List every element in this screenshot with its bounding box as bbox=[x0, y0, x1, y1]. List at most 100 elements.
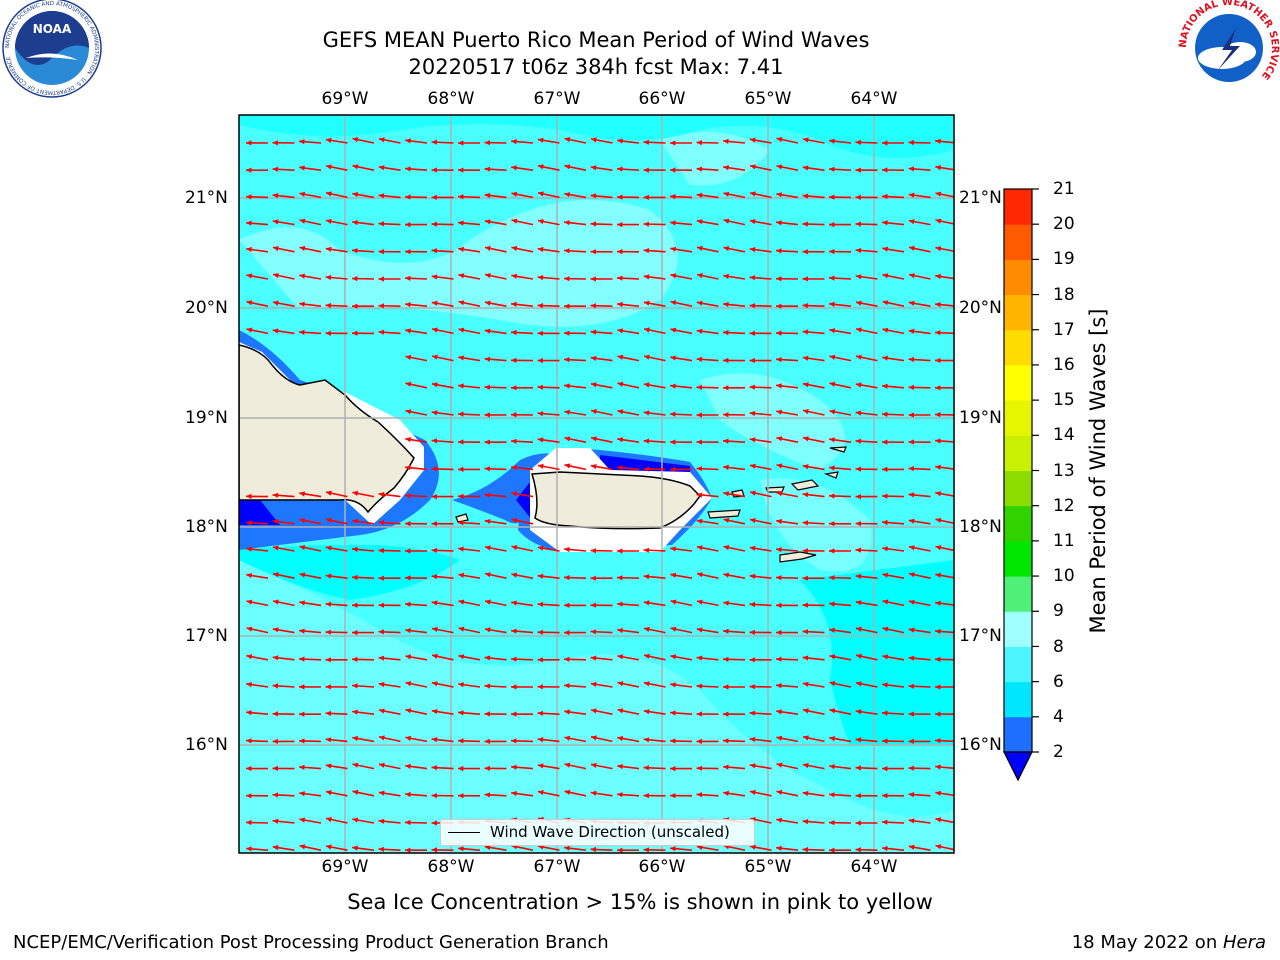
wind-wave-arrowhead bbox=[723, 600, 729, 606]
wind-wave-arrowhead bbox=[855, 354, 862, 360]
wind-wave-arrowhead bbox=[855, 600, 862, 606]
wind-wave-arrowhead bbox=[564, 630, 570, 636]
wind-wave-arrowhead bbox=[564, 463, 571, 469]
wind-wave-arrowhead bbox=[696, 439, 702, 445]
wind-wave-arrowhead bbox=[325, 629, 331, 635]
wind-wave-arrowhead bbox=[617, 601, 623, 607]
wind-wave-arrowhead bbox=[882, 167, 888, 173]
wind-wave-arrowhead bbox=[749, 410, 756, 417]
wind-wave-arrowhead bbox=[644, 653, 650, 659]
wind-wave-arrowhead bbox=[299, 245, 306, 251]
wind-wave-arrowhead bbox=[325, 302, 331, 309]
wind-wave-arrowhead bbox=[564, 436, 571, 442]
wind-wave-arrowhead bbox=[749, 629, 755, 635]
wind-wave-arrowhead bbox=[802, 355, 809, 361]
wind-wave-arrowhead bbox=[909, 273, 915, 279]
wind-wave-arrowhead bbox=[670, 327, 677, 333]
wind-wave-arrowhead bbox=[484, 655, 491, 661]
wind-wave-arrowhead bbox=[590, 249, 596, 255]
wind-wave-arrowhead bbox=[484, 245, 491, 251]
wind-wave-arrowhead bbox=[590, 575, 596, 581]
wind-wave-arrowhead bbox=[643, 139, 649, 145]
wind-wave-arrowhead bbox=[591, 735, 597, 741]
wind-wave-arrowhead bbox=[855, 438, 862, 444]
lat-label-right: 18°N bbox=[959, 517, 1002, 537]
wind-wave-arrowhead bbox=[749, 137, 756, 143]
wind-wave-arrowhead bbox=[935, 385, 941, 391]
wind-wave-arrowhead bbox=[511, 273, 518, 279]
wind-wave-arrowhead bbox=[670, 140, 676, 146]
wind-wave-arrowhead bbox=[776, 817, 783, 823]
wind-wave-arrowhead bbox=[935, 684, 941, 690]
wind-wave-arrowhead bbox=[484, 219, 491, 225]
wind-wave-arrowhead bbox=[670, 599, 677, 605]
ocean-8-9-patch bbox=[760, 478, 872, 572]
wind-wave-arrowhead bbox=[511, 357, 517, 363]
run-date-text: 18 May 2022 on bbox=[1071, 932, 1223, 953]
wind-wave-arrowhead bbox=[723, 628, 729, 634]
wind-wave-arrowhead bbox=[590, 355, 597, 361]
wind-wave-arrowhead bbox=[511, 412, 517, 418]
wind-wave-arrowhead bbox=[749, 303, 755, 309]
wind-wave-arrowhead bbox=[458, 194, 464, 200]
colorbar-tick-label: 4 bbox=[1053, 707, 1064, 727]
wind-wave-arrowhead bbox=[405, 681, 412, 687]
wind-wave-arrowhead bbox=[776, 463, 783, 469]
wind-wave-arrowhead bbox=[458, 355, 464, 361]
lat-label-left: 18°N bbox=[185, 517, 228, 537]
wind-wave-arrowhead bbox=[378, 548, 384, 554]
wind-wave-arrowhead bbox=[696, 140, 702, 146]
wind-wave-arrowhead bbox=[484, 384, 490, 390]
wind-wave-arrowhead bbox=[829, 354, 836, 360]
wind-wave-arrowhead bbox=[749, 247, 756, 253]
wind-wave-arrowhead bbox=[484, 466, 490, 472]
wind-wave-arrowhead bbox=[405, 302, 411, 308]
wind-wave-arrowhead bbox=[352, 789, 359, 795]
wind-wave-arrowhead bbox=[776, 220, 782, 226]
wind-wave-arrowhead bbox=[325, 710, 331, 717]
wind-wave-arrowhead bbox=[908, 765, 914, 771]
wind-wave-arrowhead bbox=[564, 709, 570, 715]
wind-wave-arrowhead bbox=[882, 626, 889, 632]
colorbar-segment bbox=[1004, 611, 1032, 647]
colorbar-segment bbox=[1004, 681, 1032, 718]
wind-wave-arrowhead bbox=[776, 518, 782, 525]
wind-wave-arrowhead bbox=[696, 300, 703, 306]
wind-wave-arrowhead bbox=[908, 655, 915, 661]
wind-wave-arrowhead bbox=[325, 164, 332, 170]
wind-wave-arrowhead bbox=[299, 329, 305, 335]
wind-wave-arrowhead bbox=[537, 275, 544, 281]
wind-wave-arrowhead bbox=[431, 494, 437, 500]
wind-wave-arrowhead bbox=[511, 517, 518, 524]
wind-wave-arrowhead bbox=[829, 194, 835, 200]
wind-wave-arrowhead bbox=[591, 409, 597, 415]
ocean-8-9-patch bbox=[660, 132, 770, 186]
wind-wave-arrowhead bbox=[378, 818, 385, 824]
wind-wave-arrowhead bbox=[696, 844, 703, 850]
wind-wave-arrowhead bbox=[723, 385, 729, 391]
wind-wave-arrowhead bbox=[935, 165, 941, 171]
wind-wave-arrowhead bbox=[272, 792, 279, 798]
wind-wave-arrowhead bbox=[431, 681, 438, 687]
wind-wave-arrowhead bbox=[696, 192, 703, 198]
wind-wave-arrowhead bbox=[458, 654, 465, 660]
wind-wave-arrowhead bbox=[670, 167, 676, 173]
wind-wave-arrowhead bbox=[617, 465, 623, 471]
legend-line-swatch bbox=[448, 832, 480, 833]
wind-wave-arrowhead bbox=[723, 273, 729, 279]
wind-wave-arrowhead bbox=[802, 303, 808, 309]
wind-wave-arrowhead bbox=[908, 300, 915, 306]
wind-wave-arrowhead bbox=[882, 845, 888, 852]
wind-wave-arrowhead bbox=[537, 384, 543, 390]
wind-wave-arrowhead bbox=[882, 766, 888, 772]
wind-wave-arrowhead bbox=[378, 790, 385, 796]
wind-wave-arrowhead bbox=[325, 737, 332, 743]
wind-wave-arrowhead bbox=[749, 710, 756, 716]
wind-wave-arrowhead bbox=[749, 219, 756, 225]
wind-wave-arrowhead bbox=[431, 626, 438, 632]
wind-wave-arrowhead bbox=[405, 249, 411, 255]
wind-wave-arrowhead bbox=[484, 599, 491, 605]
wind-wave-arrowhead bbox=[829, 681, 836, 687]
wind-wave-arrowhead bbox=[643, 709, 650, 715]
wind-wave-arrowhead bbox=[882, 519, 888, 526]
